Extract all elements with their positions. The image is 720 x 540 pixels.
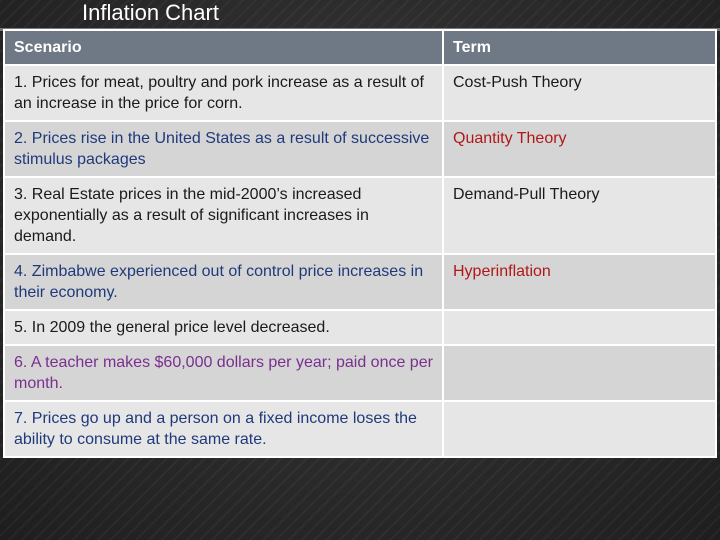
scenario-column-header: Scenario [3, 29, 444, 66]
table-row: 3. Real Estate prices in the mid-2000’s … [3, 176, 717, 255]
table-header-row: Scenario Term [3, 29, 717, 66]
scenario-cell: 3. Real Estate prices in the mid-2000’s … [3, 176, 444, 255]
scenario-cell: 2. Prices rise in the United States as a… [3, 120, 444, 178]
scenario-cell: 1. Prices for meat, poultry and pork inc… [3, 64, 444, 122]
term-cell: Quantity Theory [442, 120, 717, 178]
term-cell [442, 309, 717, 346]
table-row: 5. In 2009 the general price level decre… [3, 309, 717, 346]
term-cell [442, 400, 717, 458]
scenario-cell: 6. A teacher makes $60,000 dollars per y… [3, 344, 444, 402]
scenario-cell: 5. In 2009 the general price level decre… [3, 309, 444, 346]
term-cell: Cost-Push Theory [442, 64, 717, 122]
table-row: 2. Prices rise in the United States as a… [3, 120, 717, 178]
scenario-cell: 4. Zimbabwe experienced out of control p… [3, 253, 444, 311]
inflation-table: Scenario Term 1. Prices for meat, poultr… [3, 29, 717, 458]
term-cell: Demand-Pull Theory [442, 176, 717, 255]
table-row: 7. Prices go up and a person on a fixed … [3, 400, 717, 458]
table-row: 4. Zimbabwe experienced out of control p… [3, 253, 717, 311]
term-cell [442, 344, 717, 402]
slide-title: Inflation Chart [82, 0, 219, 25]
table-row: 6. A teacher makes $60,000 dollars per y… [3, 344, 717, 402]
term-column-header: Term [442, 29, 717, 66]
scenario-cell: 7. Prices go up and a person on a fixed … [3, 400, 444, 458]
table-row: 1. Prices for meat, poultry and pork inc… [3, 64, 717, 122]
term-cell: Hyperinflation [442, 253, 717, 311]
